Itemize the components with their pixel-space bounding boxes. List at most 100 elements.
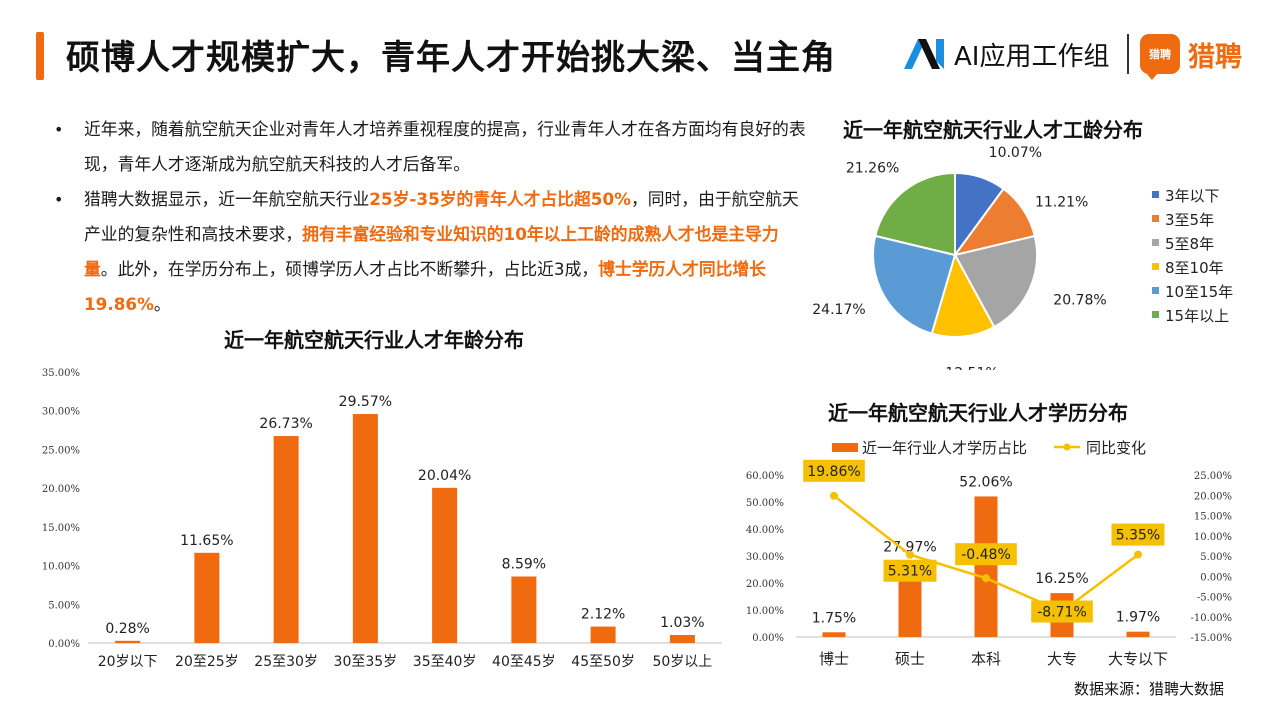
bullet-text-1-seg-0: 近年来，随着航空航天企业对青年人才培养重视程度的提高，行业青年人才在各方面均有良… bbox=[84, 119, 806, 174]
edu-y-left-tick-label: 10.00% bbox=[746, 606, 784, 617]
bullet-dot: • bbox=[54, 190, 64, 209]
liepin-brand: 猎聘 猎聘 bbox=[1140, 32, 1242, 80]
age-y-tick-label: 15.00% bbox=[42, 523, 80, 534]
bullet-text-2-seg-2: ，同时，由于航空航天产业的复杂性和高技术要求， bbox=[84, 189, 799, 244]
edu-y-right-tick-label: 10.00% bbox=[1194, 532, 1232, 543]
age-bar-chart: 0.00% 5.00% 10.00% 15.00% 20.00% 25.00% 30.00%… bbox=[42, 368, 722, 670]
pie-slice-value-label: 10.07% bbox=[989, 145, 1042, 161]
education-chart-title: 近一年航空航天行业人才学历分布 bbox=[828, 401, 1128, 425]
edu-x-tick-label: 博士 bbox=[819, 650, 849, 668]
age-x-tick-label: 45至50岁 bbox=[571, 654, 635, 670]
edu-line-label-box bbox=[955, 543, 1017, 566]
age-bar bbox=[590, 626, 616, 643]
edu-line-point bbox=[906, 550, 914, 559]
edu-line-label-box bbox=[883, 559, 937, 582]
edu-y-right-tick-label: -5.00% bbox=[1197, 593, 1232, 604]
education-combo-chart: 近一年行业人才学历占比 同比变化 0.00% 10.00% 20.00% 30.00% 40… bbox=[746, 439, 1232, 668]
bullet-highlight-young-talent: 25岁-35岁的青年人才占比超50% bbox=[369, 189, 631, 209]
pie-slice bbox=[953, 234, 1038, 329]
age-bar-value-label: 29.57% bbox=[339, 394, 392, 410]
edu-y-left-tick-label: 50.00% bbox=[746, 498, 784, 509]
edu-line-value-label: 5.31% bbox=[888, 564, 932, 580]
bullet-text-2-seg-4: 。此外，在学历分布上，硕博学历人才占比不断攀升，占比近3成， bbox=[100, 259, 599, 279]
edu-y-left-tick-label: 20.00% bbox=[746, 579, 784, 590]
age-bar bbox=[273, 436, 299, 643]
pie-legend-label: 8至10年 bbox=[1165, 259, 1224, 277]
age-y-tick-label: 25.00% bbox=[42, 445, 80, 456]
bullet-item-2: • 猎聘大数据显示，近一年航空航天行业25岁-35岁的青年人才占比超50%，同时，… bbox=[52, 182, 812, 322]
edu-y-left-tick-label: 30.00% bbox=[746, 552, 784, 563]
pie-legend-label: 15年以上 bbox=[1165, 307, 1229, 325]
bullet-text-2-seg-6: 。 bbox=[153, 294, 171, 314]
pie-slice-value-label: 21.26% bbox=[846, 160, 899, 176]
age-x-tick-label: 40至45岁 bbox=[492, 654, 556, 670]
edu-legend-bar-swatch bbox=[832, 443, 858, 452]
edu-legend-bar-label: 近一年行业人才学历占比 bbox=[862, 439, 1027, 457]
age-x-tick-label: 20至25岁 bbox=[175, 654, 239, 670]
pie-slice bbox=[874, 171, 956, 257]
pie-slice-value-label: 20.78% bbox=[1053, 292, 1106, 308]
pie-legend-swatch bbox=[1152, 263, 1159, 270]
edu-bar-value-label: 16.25% bbox=[1035, 571, 1088, 587]
edu-bar-value-label: 52.06% bbox=[959, 474, 1012, 490]
tenure-pie-chart: 10.07% 11.21% 20.78% 12.51% 24.17% 21.26% 3年以下… bbox=[812, 145, 1233, 370]
edu-y-right-tick-label: -10.00% bbox=[1190, 613, 1232, 624]
edu-bar-value-label: 1.75% bbox=[812, 610, 856, 626]
age-x-tick-label: 25至30岁 bbox=[254, 654, 318, 670]
liepin-logo-icon: 猎聘 bbox=[1140, 34, 1180, 80]
age-bar bbox=[669, 635, 695, 643]
age-bar bbox=[511, 576, 537, 643]
age-bar-value-label: 20.04% bbox=[418, 468, 471, 484]
pie-legend-swatch bbox=[1152, 191, 1159, 198]
title-accent-bar bbox=[36, 32, 44, 80]
bullet-text-2-seg-0: 猎聘大数据显示，近一年航空航天行业 bbox=[84, 189, 370, 209]
brand-divider bbox=[1127, 34, 1129, 74]
pie-slice bbox=[872, 234, 957, 335]
age-bar-value-label: 0.28% bbox=[105, 621, 149, 637]
age-bar bbox=[352, 414, 378, 643]
bullet-item-1: • 近年来，随着航空航天企业对青年人才培养重视程度的提高，行业青年人才在各方面均… bbox=[52, 112, 812, 182]
bullet-highlight-senior-talent: 拥有丰富经验和专业知识的10年以上工龄的成熟人才也是主导力量 bbox=[84, 224, 779, 279]
age-bar bbox=[115, 640, 141, 643]
edu-line-point bbox=[830, 491, 838, 500]
bullet-highlight-phd-growth: 博士学历人才同比增长19.86% bbox=[84, 259, 766, 314]
edu-line-value-label: 5.35% bbox=[1116, 528, 1160, 544]
age-chart-title: 近一年航空航天行业人才年龄分布 bbox=[224, 328, 524, 352]
edu-y-left-tick-label: 40.00% bbox=[746, 525, 784, 536]
pie-legend-label: 5至8年 bbox=[1165, 235, 1214, 253]
age-x-tick-label: 30至35岁 bbox=[334, 654, 398, 670]
pie-legend-swatch bbox=[1152, 239, 1159, 246]
age-y-tick-label: 30.00% bbox=[42, 407, 80, 418]
edu-x-tick-label: 大专以下 bbox=[1108, 650, 1168, 668]
age-bar bbox=[194, 552, 220, 643]
pie-legend-label: 3年以下 bbox=[1165, 187, 1220, 205]
edu-y-left-tick-label: 0.00% bbox=[752, 633, 784, 644]
edu-legend-line-label: 同比变化 bbox=[1086, 439, 1146, 457]
edu-y-right-tick-label: 0.00% bbox=[1200, 572, 1232, 583]
pie-slice bbox=[930, 252, 996, 338]
edu-y-right-tick-label: 5.00% bbox=[1200, 552, 1232, 563]
edu-y-left-tick-label: 60.00% bbox=[746, 471, 784, 482]
edu-x-tick-label: 硕士 bbox=[895, 650, 925, 668]
age-y-tick-label: 0.00% bbox=[48, 639, 80, 650]
edu-line-label-box bbox=[1111, 523, 1165, 546]
age-bar bbox=[432, 487, 458, 643]
age-bar-value-label: 2.12% bbox=[581, 607, 625, 623]
age-x-tick-label: 20岁以下 bbox=[98, 654, 158, 670]
edu-line-point bbox=[1134, 550, 1142, 559]
edu-x-tick-label: 大专 bbox=[1047, 650, 1077, 668]
ai-logo-icon bbox=[904, 39, 944, 69]
age-bar-value-label: 11.65% bbox=[180, 533, 233, 549]
edu-line-label-box bbox=[803, 459, 865, 482]
edu-x-tick-label: 本科 bbox=[971, 650, 1001, 668]
age-bar-value-label: 8.59% bbox=[502, 556, 546, 572]
bullet-dot: • bbox=[54, 120, 64, 139]
age-y-tick-label: 10.00% bbox=[42, 562, 80, 573]
pie-legend-label: 3至5年 bbox=[1165, 211, 1214, 229]
pie-slice-value-label: 24.17% bbox=[812, 302, 865, 318]
liepin-brand-text: 猎聘 bbox=[1188, 41, 1242, 73]
data-source: 数据来源：猎聘大数据 bbox=[1074, 680, 1225, 698]
age-y-tick-label: 20.00% bbox=[42, 484, 80, 495]
edu-legend-line-marker bbox=[1063, 443, 1071, 451]
edu-bar bbox=[974, 496, 998, 637]
